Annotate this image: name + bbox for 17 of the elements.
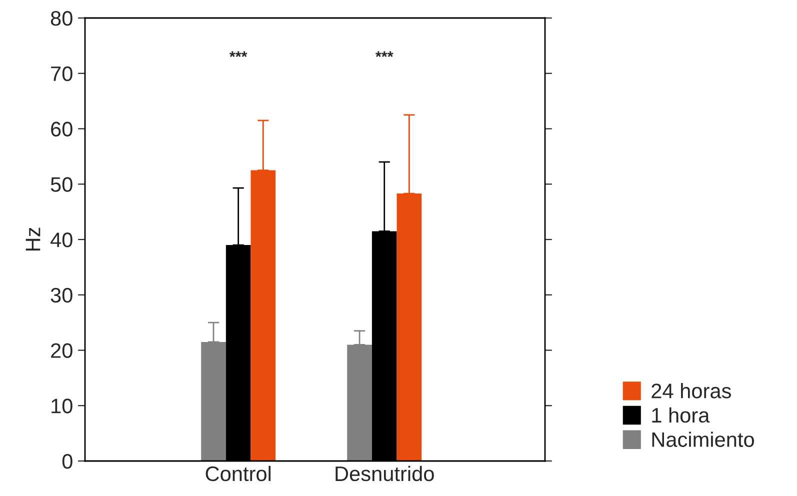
- y-tick-label: 50: [50, 177, 72, 192]
- y-tick-label: 20: [51, 343, 72, 358]
- annotation: ***: [375, 51, 394, 57]
- y-tick-label: 30: [50, 288, 72, 303]
- y-tick-label: 0: [62, 454, 72, 469]
- y-tick-label: 80: [50, 11, 72, 26]
- y-tick-label: 70: [51, 66, 72, 82]
- legend-label: 24 horas: [652, 383, 731, 398]
- legend-label: 1 hora: [652, 407, 710, 423]
- y-tick-label: 40: [50, 232, 72, 248]
- annotation: ***: [229, 51, 248, 57]
- y-tick-label: 10: [52, 398, 72, 414]
- y-axis-title: Hz: [26, 228, 40, 251]
- legend-label: Nacimiento: [652, 432, 754, 447]
- x-tick-label: Desnutrido: [336, 466, 434, 482]
- x-tick-label: Control: [206, 466, 271, 482]
- y-tick-label: 60: [51, 122, 72, 137]
